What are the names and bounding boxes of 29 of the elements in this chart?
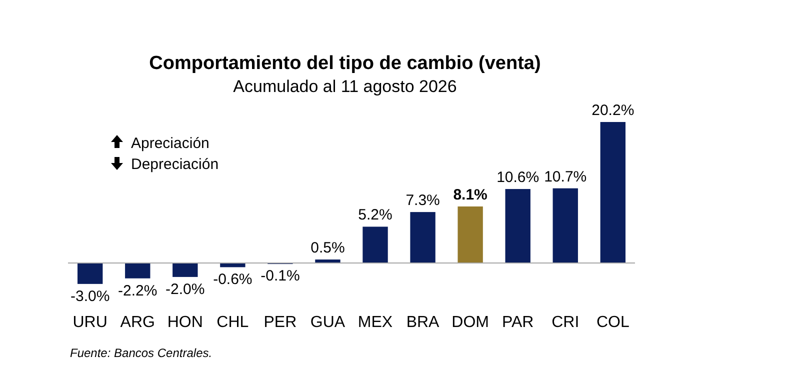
- x-tick-label: BRA: [406, 314, 440, 331]
- x-tick-label: CRI: [552, 314, 580, 331]
- data-label: 7.3%: [406, 192, 440, 210]
- x-tick-label: MEX: [358, 314, 393, 331]
- x-tick-label: URU: [72, 314, 108, 331]
- annotation: Apreciación: [131, 135, 210, 152]
- chart-subtitle: Acumulado al 11 agosto 2026: [233, 77, 457, 96]
- data-label: -2.0%: [166, 280, 205, 298]
- chart-title: Comportamiento del tipo de cambio (venta): [149, 53, 541, 74]
- data-label: 20.2%: [592, 102, 634, 119]
- data-label: 5.2%: [358, 206, 392, 224]
- data-label: 8.1%: [453, 186, 488, 204]
- x-tick-label: ARG: [120, 314, 155, 331]
- data-label: -2.2%: [118, 282, 158, 300]
- x-tick-label: PAR: [502, 314, 534, 331]
- data-label: 0.5%: [310, 240, 345, 257]
- annotation: Depreciación: [131, 156, 219, 173]
- data-label: -0.1%: [260, 268, 300, 285]
- source-note: Fuente: Bancos Centrales.: [70, 346, 212, 360]
- x-tick-label: HON: [167, 314, 203, 331]
- data-label: 10.6%: [496, 169, 540, 186]
- data-label: -3.0%: [70, 288, 110, 305]
- x-tick-label: CHL: [216, 314, 249, 331]
- x-tick-label: DOM: [452, 314, 489, 331]
- x-tick-label: GUA: [310, 314, 346, 331]
- x-tick-label: COL: [596, 314, 630, 331]
- x-tick-label: PER: [264, 314, 297, 331]
- data-label: 10.7%: [544, 168, 587, 186]
- data-label: -0.6%: [213, 271, 252, 288]
